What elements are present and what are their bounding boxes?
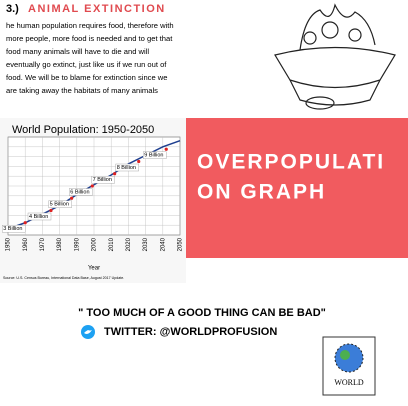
milestone-box xyxy=(115,163,139,172)
milestone-point xyxy=(137,159,141,164)
x-tick-label: 2030 xyxy=(143,237,149,251)
milestone-point xyxy=(70,196,74,200)
milestone-point xyxy=(49,208,53,213)
milestone-box xyxy=(48,200,72,208)
paragraph-line: food many animals will have to die and w… xyxy=(6,47,149,56)
x-tick-label: 2050 xyxy=(178,237,184,251)
logo: WORLD xyxy=(322,336,376,396)
twitter-bird xyxy=(84,330,92,334)
banner-line: ON GRAPH xyxy=(197,181,326,204)
milestone-label: 3 Billion xyxy=(3,226,22,232)
milestone-label: 9 Billion xyxy=(144,153,163,159)
section-title: ANIMAL EXTINCTION xyxy=(28,3,166,15)
paragraph-line: are taking away the habitats of many ani… xyxy=(6,86,158,95)
banner-line: OVERPOPULATI xyxy=(197,151,385,174)
x-label: Year xyxy=(88,266,100,272)
x-tick-label: 2010 xyxy=(109,237,115,251)
x-tick-label: 2020 xyxy=(126,237,132,251)
illustration xyxy=(274,3,396,110)
milestone-point xyxy=(23,221,27,225)
milestone-box xyxy=(69,188,93,196)
x-tick-label: 1950 xyxy=(6,237,12,251)
x-tick-label: 2000 xyxy=(92,237,98,251)
banner xyxy=(186,118,408,258)
logo-text: WORLD xyxy=(334,378,364,387)
milestone-label: 8 Billion xyxy=(117,165,136,171)
milestone-point xyxy=(113,172,117,176)
x-tick-label: 1960 xyxy=(23,237,29,251)
milestone-label: 7 Billion xyxy=(93,177,112,183)
section-number: 3.) xyxy=(6,3,19,15)
x-tick-label: 2040 xyxy=(160,237,166,251)
milestone-box xyxy=(143,151,167,159)
graph-title: World Population: 1950-2050 xyxy=(12,124,154,136)
paragraph-line: food. We will be to blame for extinction… xyxy=(6,73,168,82)
milestone-box xyxy=(91,176,115,184)
twitter-handle[interactable]: TWITTER: @WORLDPROFUSION xyxy=(104,326,277,338)
milestone-point xyxy=(164,147,168,151)
paragraph-line: he human population requires food, there… xyxy=(6,21,174,30)
milestone-box xyxy=(27,212,52,221)
x-tick-label: 1970 xyxy=(40,237,46,251)
x-tick-label: 1990 xyxy=(74,237,80,251)
source: Source: U.S. Census Bureau, Internationa… xyxy=(3,276,124,280)
x-tick-label: 1980 xyxy=(57,237,63,251)
milestone-label: 5 Billion xyxy=(50,202,69,208)
paragraph-line: eventually go extinct, just like us if w… xyxy=(6,60,167,69)
milestone-label: 6 Billion xyxy=(70,189,89,195)
paragraph-line: more people, more food is needed and to … xyxy=(6,34,173,43)
quote: " TOO MUCH OF A GOOD THING CAN BE BAD" xyxy=(78,307,326,319)
milestone-point xyxy=(90,184,94,188)
milestone-box xyxy=(1,225,26,233)
milestone-label: 4 Billion xyxy=(29,214,48,220)
